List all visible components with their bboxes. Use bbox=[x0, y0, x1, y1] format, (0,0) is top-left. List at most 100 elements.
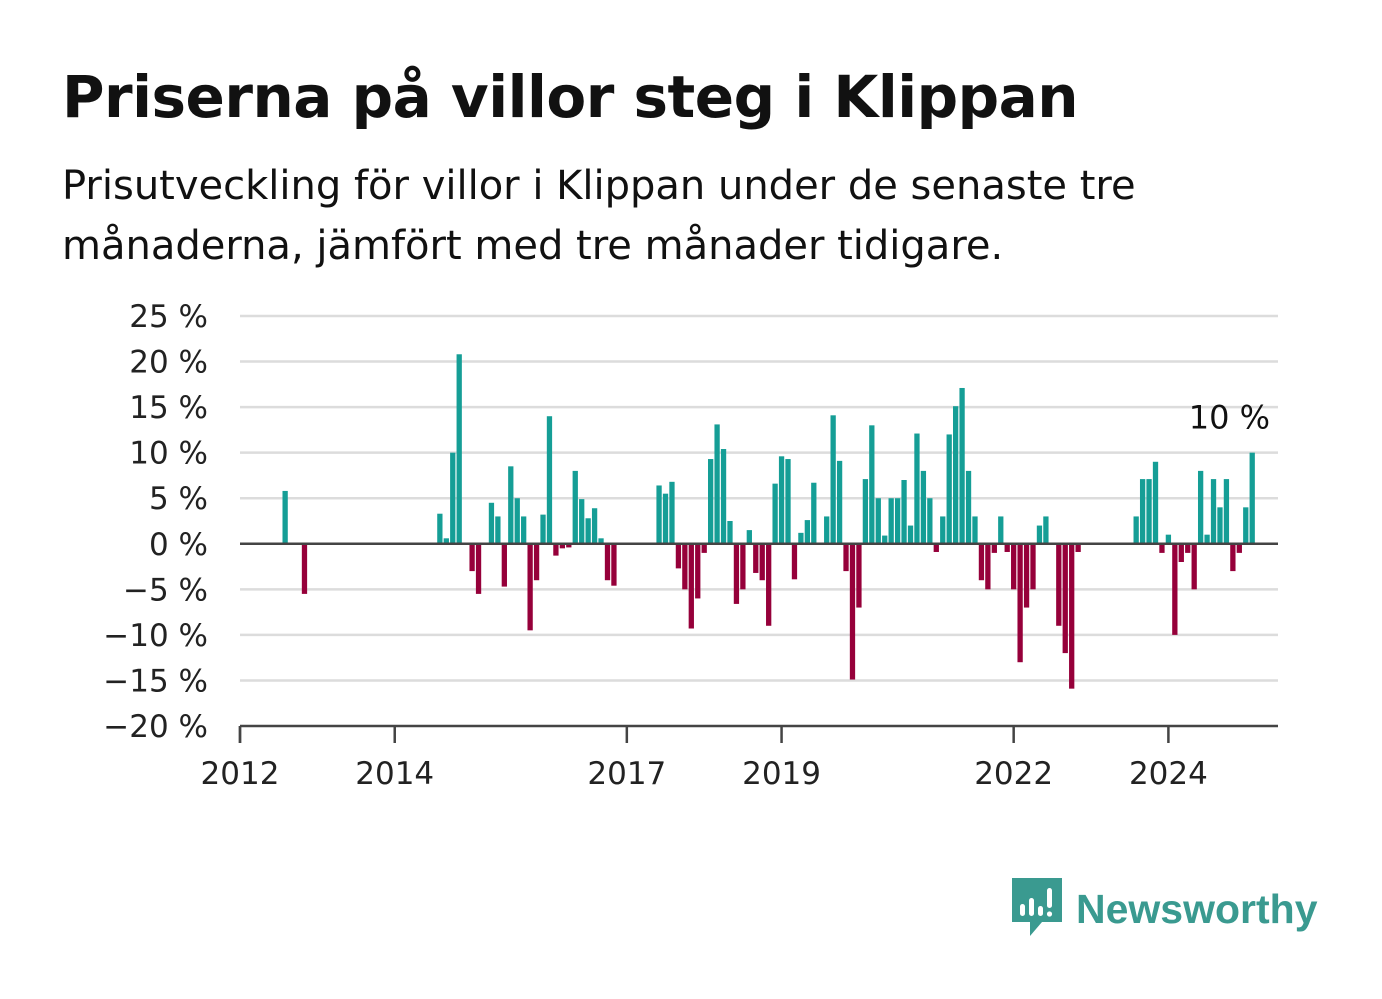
bar bbox=[469, 543, 475, 572]
bar bbox=[862, 479, 869, 544]
y-tick-label: 20 % bbox=[129, 345, 208, 381]
x-tick-label: 2024 bbox=[1129, 756, 1208, 792]
bar bbox=[675, 543, 682, 569]
bar bbox=[953, 406, 959, 544]
bar bbox=[920, 470, 927, 544]
bar bbox=[1197, 470, 1204, 544]
bar bbox=[533, 543, 540, 581]
bar bbox=[1017, 543, 1023, 663]
bar bbox=[572, 470, 578, 544]
bar bbox=[1069, 543, 1075, 689]
bar bbox=[849, 543, 856, 680]
bar bbox=[972, 516, 978, 544]
brand-name: Newsworthy bbox=[1076, 885, 1318, 932]
bar bbox=[933, 543, 939, 552]
bar bbox=[965, 470, 972, 544]
bar bbox=[778, 456, 785, 544]
bar bbox=[456, 354, 462, 544]
bar bbox=[1133, 516, 1139, 544]
bar bbox=[1030, 543, 1036, 590]
bar bbox=[495, 516, 501, 544]
bar bbox=[1204, 534, 1210, 544]
bar bbox=[514, 498, 520, 544]
y-tick-label: 10 % bbox=[129, 436, 208, 472]
bar bbox=[1236, 543, 1242, 553]
annotations: 10 % bbox=[1189, 399, 1270, 437]
x-tick-label: 2017 bbox=[587, 756, 666, 792]
bar bbox=[701, 543, 707, 553]
bar bbox=[1056, 543, 1062, 626]
bar bbox=[488, 502, 495, 544]
y-tick-label: 5 % bbox=[149, 481, 208, 517]
bar bbox=[662, 493, 669, 544]
bar bbox=[521, 516, 527, 544]
bar bbox=[1172, 543, 1178, 635]
bar bbox=[907, 525, 914, 544]
bar bbox=[656, 485, 662, 544]
bar bbox=[1043, 516, 1049, 544]
bar bbox=[604, 543, 611, 581]
bars bbox=[282, 354, 1255, 689]
bar bbox=[450, 452, 456, 544]
x-tick-label: 2022 bbox=[974, 756, 1053, 792]
bar bbox=[856, 543, 862, 608]
bar bbox=[688, 543, 694, 629]
bar bbox=[985, 543, 991, 590]
bar bbox=[301, 543, 308, 594]
bar bbox=[991, 543, 997, 553]
bar bbox=[791, 543, 798, 580]
x-tick-label: 2012 bbox=[201, 756, 280, 792]
bar bbox=[1185, 543, 1191, 553]
bar bbox=[1152, 461, 1159, 544]
bar bbox=[708, 459, 714, 544]
bar bbox=[508, 466, 514, 544]
y-tick-label: 0 % bbox=[149, 527, 208, 563]
bar bbox=[927, 498, 933, 544]
bar bbox=[501, 543, 507, 587]
newsworthy-logo-icon bbox=[1012, 878, 1062, 936]
bar bbox=[901, 480, 907, 544]
bar bbox=[282, 490, 288, 544]
bar bbox=[1023, 543, 1030, 608]
bar bbox=[669, 481, 675, 544]
y-tick-label: −20 % bbox=[103, 709, 208, 745]
bar bbox=[998, 516, 1004, 544]
x-axis-labels: 2012 2014 2017 2019 2022 2024 bbox=[201, 756, 1208, 792]
y-tick-label: 25 % bbox=[129, 299, 208, 335]
bar bbox=[695, 543, 701, 599]
bar bbox=[914, 433, 920, 544]
bar bbox=[527, 543, 533, 631]
bar bbox=[1011, 543, 1017, 590]
bar bbox=[714, 424, 720, 544]
bar bbox=[598, 538, 604, 544]
bar bbox=[1223, 479, 1230, 544]
bar bbox=[1146, 479, 1152, 544]
bar bbox=[540, 514, 546, 544]
bar bbox=[959, 387, 965, 544]
bar bbox=[566, 543, 572, 548]
bar bbox=[1165, 534, 1172, 544]
bar bbox=[443, 538, 449, 544]
bar bbox=[733, 543, 740, 604]
bar bbox=[553, 543, 559, 556]
bar bbox=[1178, 543, 1184, 562]
bar bbox=[1004, 543, 1010, 552]
bar bbox=[766, 543, 772, 626]
x-tick-label: 2014 bbox=[355, 756, 434, 792]
bar bbox=[475, 543, 482, 594]
bar bbox=[1075, 543, 1081, 552]
chart-subtitle: Prisutveckling för villor i Klippan unde… bbox=[62, 163, 1136, 269]
bar bbox=[746, 530, 752, 544]
axes bbox=[238, 542, 1278, 743]
bar bbox=[1062, 543, 1068, 654]
bar bbox=[940, 516, 946, 544]
grid-lines bbox=[240, 314, 1278, 682]
bar bbox=[1036, 525, 1043, 544]
bar bbox=[1230, 543, 1236, 572]
bar bbox=[836, 460, 843, 544]
y-tick-label: −10 % bbox=[103, 618, 208, 654]
bar bbox=[882, 535, 888, 544]
bar bbox=[1159, 543, 1165, 553]
bar bbox=[1210, 479, 1217, 544]
